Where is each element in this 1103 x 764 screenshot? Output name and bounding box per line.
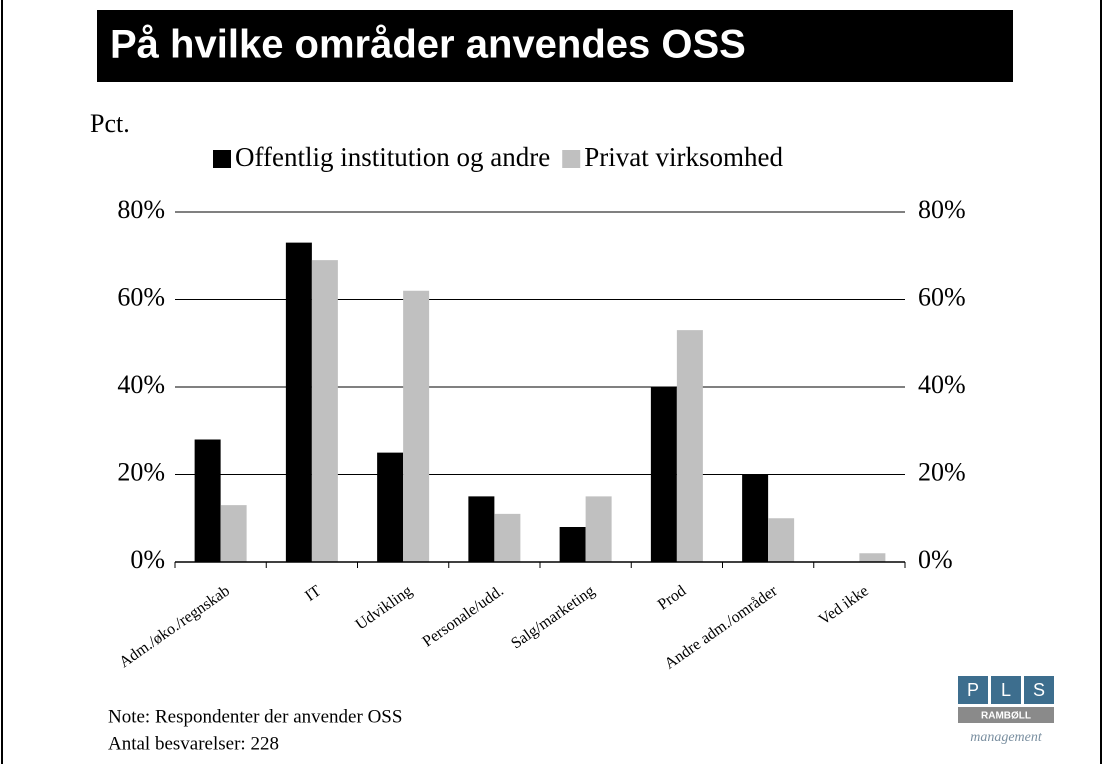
bar xyxy=(377,452,404,562)
y-tick-label: 40% xyxy=(117,370,165,399)
logo-letter: L xyxy=(1001,680,1011,700)
bar xyxy=(285,242,312,562)
logo-letter: P xyxy=(967,680,979,700)
logo-box xyxy=(958,676,988,704)
bar xyxy=(194,439,221,562)
bar xyxy=(220,505,247,562)
y2-tick-label: 40% xyxy=(918,370,966,399)
logo-tagline: management xyxy=(970,730,1043,745)
bar xyxy=(403,290,430,562)
logo: P L S RAMBØLL management xyxy=(958,676,1054,745)
legend-label: Privat virksomhed xyxy=(584,142,783,172)
chart-title: På hvilke områder anvendes OSS xyxy=(110,23,746,67)
bar xyxy=(559,527,586,562)
y-tick-label: 20% xyxy=(117,457,165,486)
bar xyxy=(768,518,795,562)
y2-tick-label: 0% xyxy=(918,545,953,574)
bar xyxy=(742,474,769,562)
bar xyxy=(676,330,703,562)
bar xyxy=(494,513,521,562)
logo-band xyxy=(958,707,1054,723)
legend-label: Offentlig institution og andre xyxy=(235,142,550,172)
bar xyxy=(650,387,677,562)
legend-swatch xyxy=(562,150,581,168)
bar xyxy=(311,260,338,562)
logo-box xyxy=(1024,676,1054,704)
title-box xyxy=(97,10,1013,82)
logo-letter: S xyxy=(1033,680,1045,700)
y-axis-label: Pct. xyxy=(90,109,130,138)
y2-tick-label: 60% xyxy=(918,282,966,311)
logo-box xyxy=(991,676,1021,704)
legend-swatch xyxy=(213,150,231,168)
note: Antal besvarelser: 228 xyxy=(108,733,279,754)
y2-tick-label: 20% xyxy=(918,457,966,486)
note: Note: Respondenter der anvender OSS xyxy=(108,706,402,727)
bar xyxy=(585,496,612,562)
y-tick-label: 60% xyxy=(117,282,165,311)
bar xyxy=(468,496,495,562)
y-tick-label: 0% xyxy=(130,545,165,574)
y-tick-label: 80% xyxy=(117,195,165,224)
y2-tick-label: 80% xyxy=(918,195,966,224)
logo-company: RAMBØLL xyxy=(981,711,1031,722)
bar xyxy=(859,553,886,562)
